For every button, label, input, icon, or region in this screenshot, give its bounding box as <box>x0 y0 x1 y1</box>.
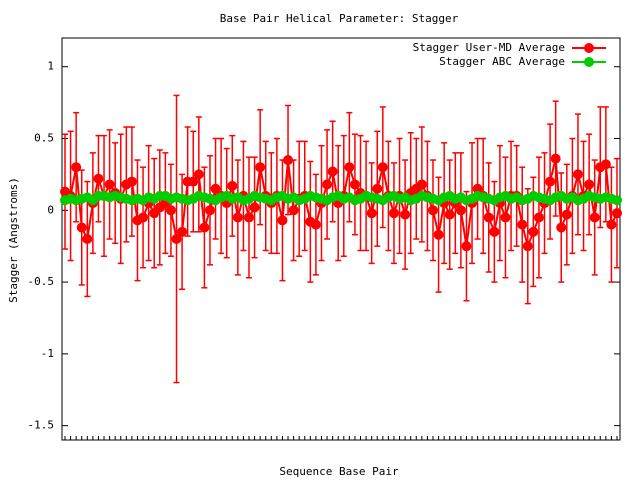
legend-label: Stagger User-MD Average <box>413 41 565 54</box>
point <box>177 226 188 237</box>
point <box>249 202 260 213</box>
point <box>572 169 583 180</box>
point <box>561 209 572 220</box>
point <box>377 162 388 173</box>
point <box>472 183 483 194</box>
point <box>550 153 561 164</box>
y-tick-label: 0.5 <box>34 132 54 145</box>
point <box>400 209 411 220</box>
point <box>388 208 399 219</box>
x-axis-label: Sequence Base Pair <box>279 465 399 478</box>
point <box>416 179 427 190</box>
point <box>606 219 617 230</box>
y-tick-label: -1.5 <box>28 419 55 432</box>
point <box>104 179 115 190</box>
point <box>533 212 544 223</box>
y-axis-label: Stagger (Angstroms) <box>7 177 20 303</box>
chart-title: Base Pair Helical Parameter: Stagger <box>220 12 459 25</box>
y-tick-label: -0.5 <box>28 275 55 288</box>
point <box>232 212 243 223</box>
y-tick-label: 0 <box>47 203 54 216</box>
point <box>612 208 622 219</box>
point <box>612 195 622 206</box>
point <box>288 205 299 216</box>
point <box>126 176 137 187</box>
point <box>444 209 455 220</box>
y-tick-label: -1 <box>41 347 54 360</box>
point <box>93 173 104 184</box>
point <box>528 226 539 237</box>
point <box>600 159 611 170</box>
point <box>82 234 93 244</box>
point <box>210 183 221 194</box>
point <box>556 222 567 233</box>
point <box>277 215 288 226</box>
point <box>372 183 383 194</box>
point <box>349 179 360 190</box>
point <box>327 166 338 177</box>
point <box>76 222 87 233</box>
point <box>455 205 466 216</box>
point <box>188 176 199 187</box>
point <box>589 212 600 223</box>
point <box>322 179 333 190</box>
legend-swatch <box>584 57 594 67</box>
point <box>483 212 494 223</box>
point <box>165 205 176 216</box>
point <box>310 219 321 230</box>
point <box>517 219 528 230</box>
point <box>522 241 533 252</box>
point <box>138 212 149 223</box>
point <box>489 226 500 237</box>
point <box>255 162 266 173</box>
point <box>500 212 511 223</box>
point <box>171 234 182 244</box>
point <box>204 205 215 216</box>
point <box>584 179 595 190</box>
point <box>227 180 238 191</box>
legend-swatch <box>584 43 594 53</box>
point <box>71 162 82 173</box>
point <box>344 162 355 173</box>
point <box>433 229 444 240</box>
point <box>283 155 294 166</box>
point <box>366 208 377 219</box>
point <box>428 205 438 216</box>
legend-label: Stagger ABC Average <box>439 55 565 68</box>
point <box>199 222 210 233</box>
point <box>244 212 254 223</box>
point <box>193 169 204 180</box>
point <box>461 241 472 252</box>
point <box>545 176 556 187</box>
y-tick-label: 1 <box>47 60 54 73</box>
plot-frame <box>61 37 621 441</box>
